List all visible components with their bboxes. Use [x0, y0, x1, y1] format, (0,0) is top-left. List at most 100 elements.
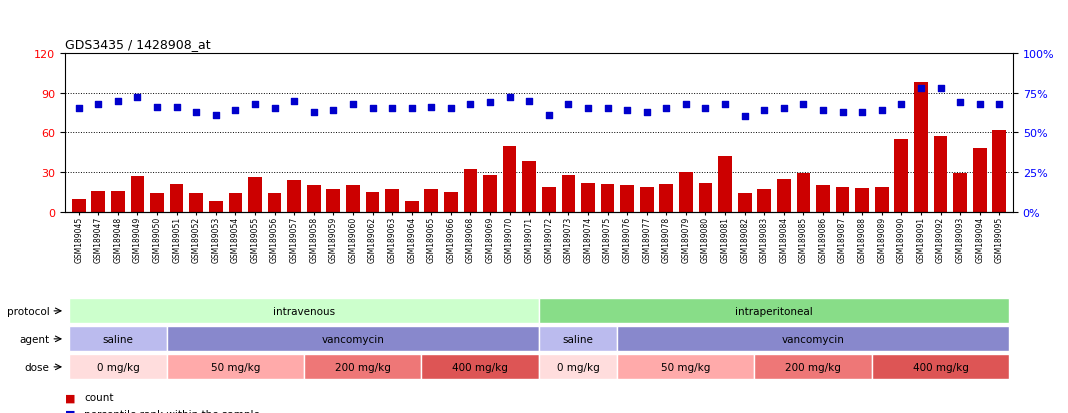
- Point: [795, 101, 812, 108]
- Bar: [209, 202, 222, 212]
- Point: [991, 101, 1008, 108]
- Point: [364, 106, 381, 112]
- Point: [442, 106, 459, 112]
- Bar: [248, 178, 262, 212]
- Point: [285, 98, 302, 104]
- Point: [461, 101, 478, 108]
- Point: [109, 98, 126, 104]
- Bar: [424, 190, 438, 212]
- Bar: [836, 187, 849, 212]
- Bar: [307, 186, 320, 212]
- Point: [971, 101, 988, 108]
- FancyBboxPatch shape: [167, 326, 539, 351]
- Point: [325, 107, 342, 114]
- FancyBboxPatch shape: [871, 354, 1009, 380]
- FancyBboxPatch shape: [617, 326, 1009, 351]
- Point: [599, 106, 616, 112]
- Bar: [698, 183, 712, 212]
- Bar: [973, 149, 987, 212]
- Point: [403, 106, 420, 112]
- Point: [540, 112, 557, 119]
- Bar: [72, 199, 85, 212]
- Bar: [111, 191, 125, 212]
- Bar: [933, 137, 947, 212]
- Text: dose: dose: [25, 362, 49, 372]
- Bar: [464, 170, 477, 212]
- Point: [697, 106, 714, 112]
- Text: intravenous: intravenous: [273, 306, 335, 316]
- Bar: [640, 187, 654, 212]
- Point: [482, 100, 499, 106]
- Text: 50 mg/kg: 50 mg/kg: [661, 362, 710, 372]
- Point: [775, 106, 792, 112]
- Point: [580, 106, 597, 112]
- FancyBboxPatch shape: [304, 354, 422, 380]
- FancyBboxPatch shape: [69, 299, 539, 324]
- Bar: [797, 174, 811, 212]
- Bar: [855, 189, 869, 212]
- Bar: [581, 183, 595, 212]
- Bar: [600, 185, 614, 212]
- Point: [168, 104, 185, 111]
- Text: 200 mg/kg: 200 mg/kg: [785, 362, 842, 372]
- Point: [677, 101, 694, 108]
- Bar: [346, 186, 360, 212]
- Bar: [483, 176, 497, 212]
- Text: saline: saline: [103, 334, 134, 344]
- Bar: [151, 194, 163, 212]
- Point: [90, 101, 107, 108]
- Text: ■: ■: [65, 392, 76, 402]
- Bar: [327, 190, 341, 212]
- Bar: [816, 186, 830, 212]
- Text: vancomycin: vancomycin: [321, 334, 384, 344]
- Text: percentile rank within the sample: percentile rank within the sample: [84, 409, 261, 413]
- Bar: [522, 162, 536, 212]
- Bar: [229, 194, 242, 212]
- Point: [815, 107, 832, 114]
- Point: [305, 109, 323, 116]
- Bar: [992, 131, 1006, 212]
- Bar: [386, 190, 399, 212]
- Point: [423, 104, 440, 111]
- Text: GDS3435 / 1428908_at: GDS3435 / 1428908_at: [65, 38, 210, 51]
- Text: 0 mg/kg: 0 mg/kg: [556, 362, 599, 372]
- Text: count: count: [84, 392, 113, 402]
- Point: [893, 101, 910, 108]
- Text: vancomycin: vancomycin: [782, 334, 845, 344]
- FancyBboxPatch shape: [617, 354, 754, 380]
- Bar: [875, 187, 889, 212]
- Point: [521, 98, 538, 104]
- Point: [266, 106, 283, 112]
- Bar: [621, 186, 634, 212]
- Point: [148, 104, 166, 111]
- Point: [383, 106, 400, 112]
- Bar: [170, 185, 184, 212]
- Text: agent: agent: [19, 334, 49, 344]
- Point: [129, 95, 146, 102]
- Point: [736, 114, 753, 121]
- Text: intraperitoneal: intraperitoneal: [735, 306, 813, 316]
- Text: 0 mg/kg: 0 mg/kg: [96, 362, 139, 372]
- Point: [207, 112, 224, 119]
- Point: [639, 109, 656, 116]
- Text: protocol: protocol: [6, 306, 49, 316]
- Bar: [778, 179, 790, 212]
- Bar: [503, 146, 517, 212]
- FancyBboxPatch shape: [167, 354, 304, 380]
- Point: [756, 107, 773, 114]
- Point: [658, 106, 675, 112]
- Text: 200 mg/kg: 200 mg/kg: [334, 362, 391, 372]
- Bar: [268, 194, 282, 212]
- FancyBboxPatch shape: [422, 354, 539, 380]
- Bar: [738, 194, 752, 212]
- Bar: [679, 173, 693, 212]
- Point: [188, 109, 205, 116]
- Text: 400 mg/kg: 400 mg/kg: [453, 362, 508, 372]
- Point: [618, 107, 635, 114]
- Point: [834, 109, 851, 116]
- FancyBboxPatch shape: [539, 326, 617, 351]
- Bar: [718, 157, 732, 212]
- FancyBboxPatch shape: [754, 354, 871, 380]
- Bar: [954, 174, 967, 212]
- Point: [344, 101, 361, 108]
